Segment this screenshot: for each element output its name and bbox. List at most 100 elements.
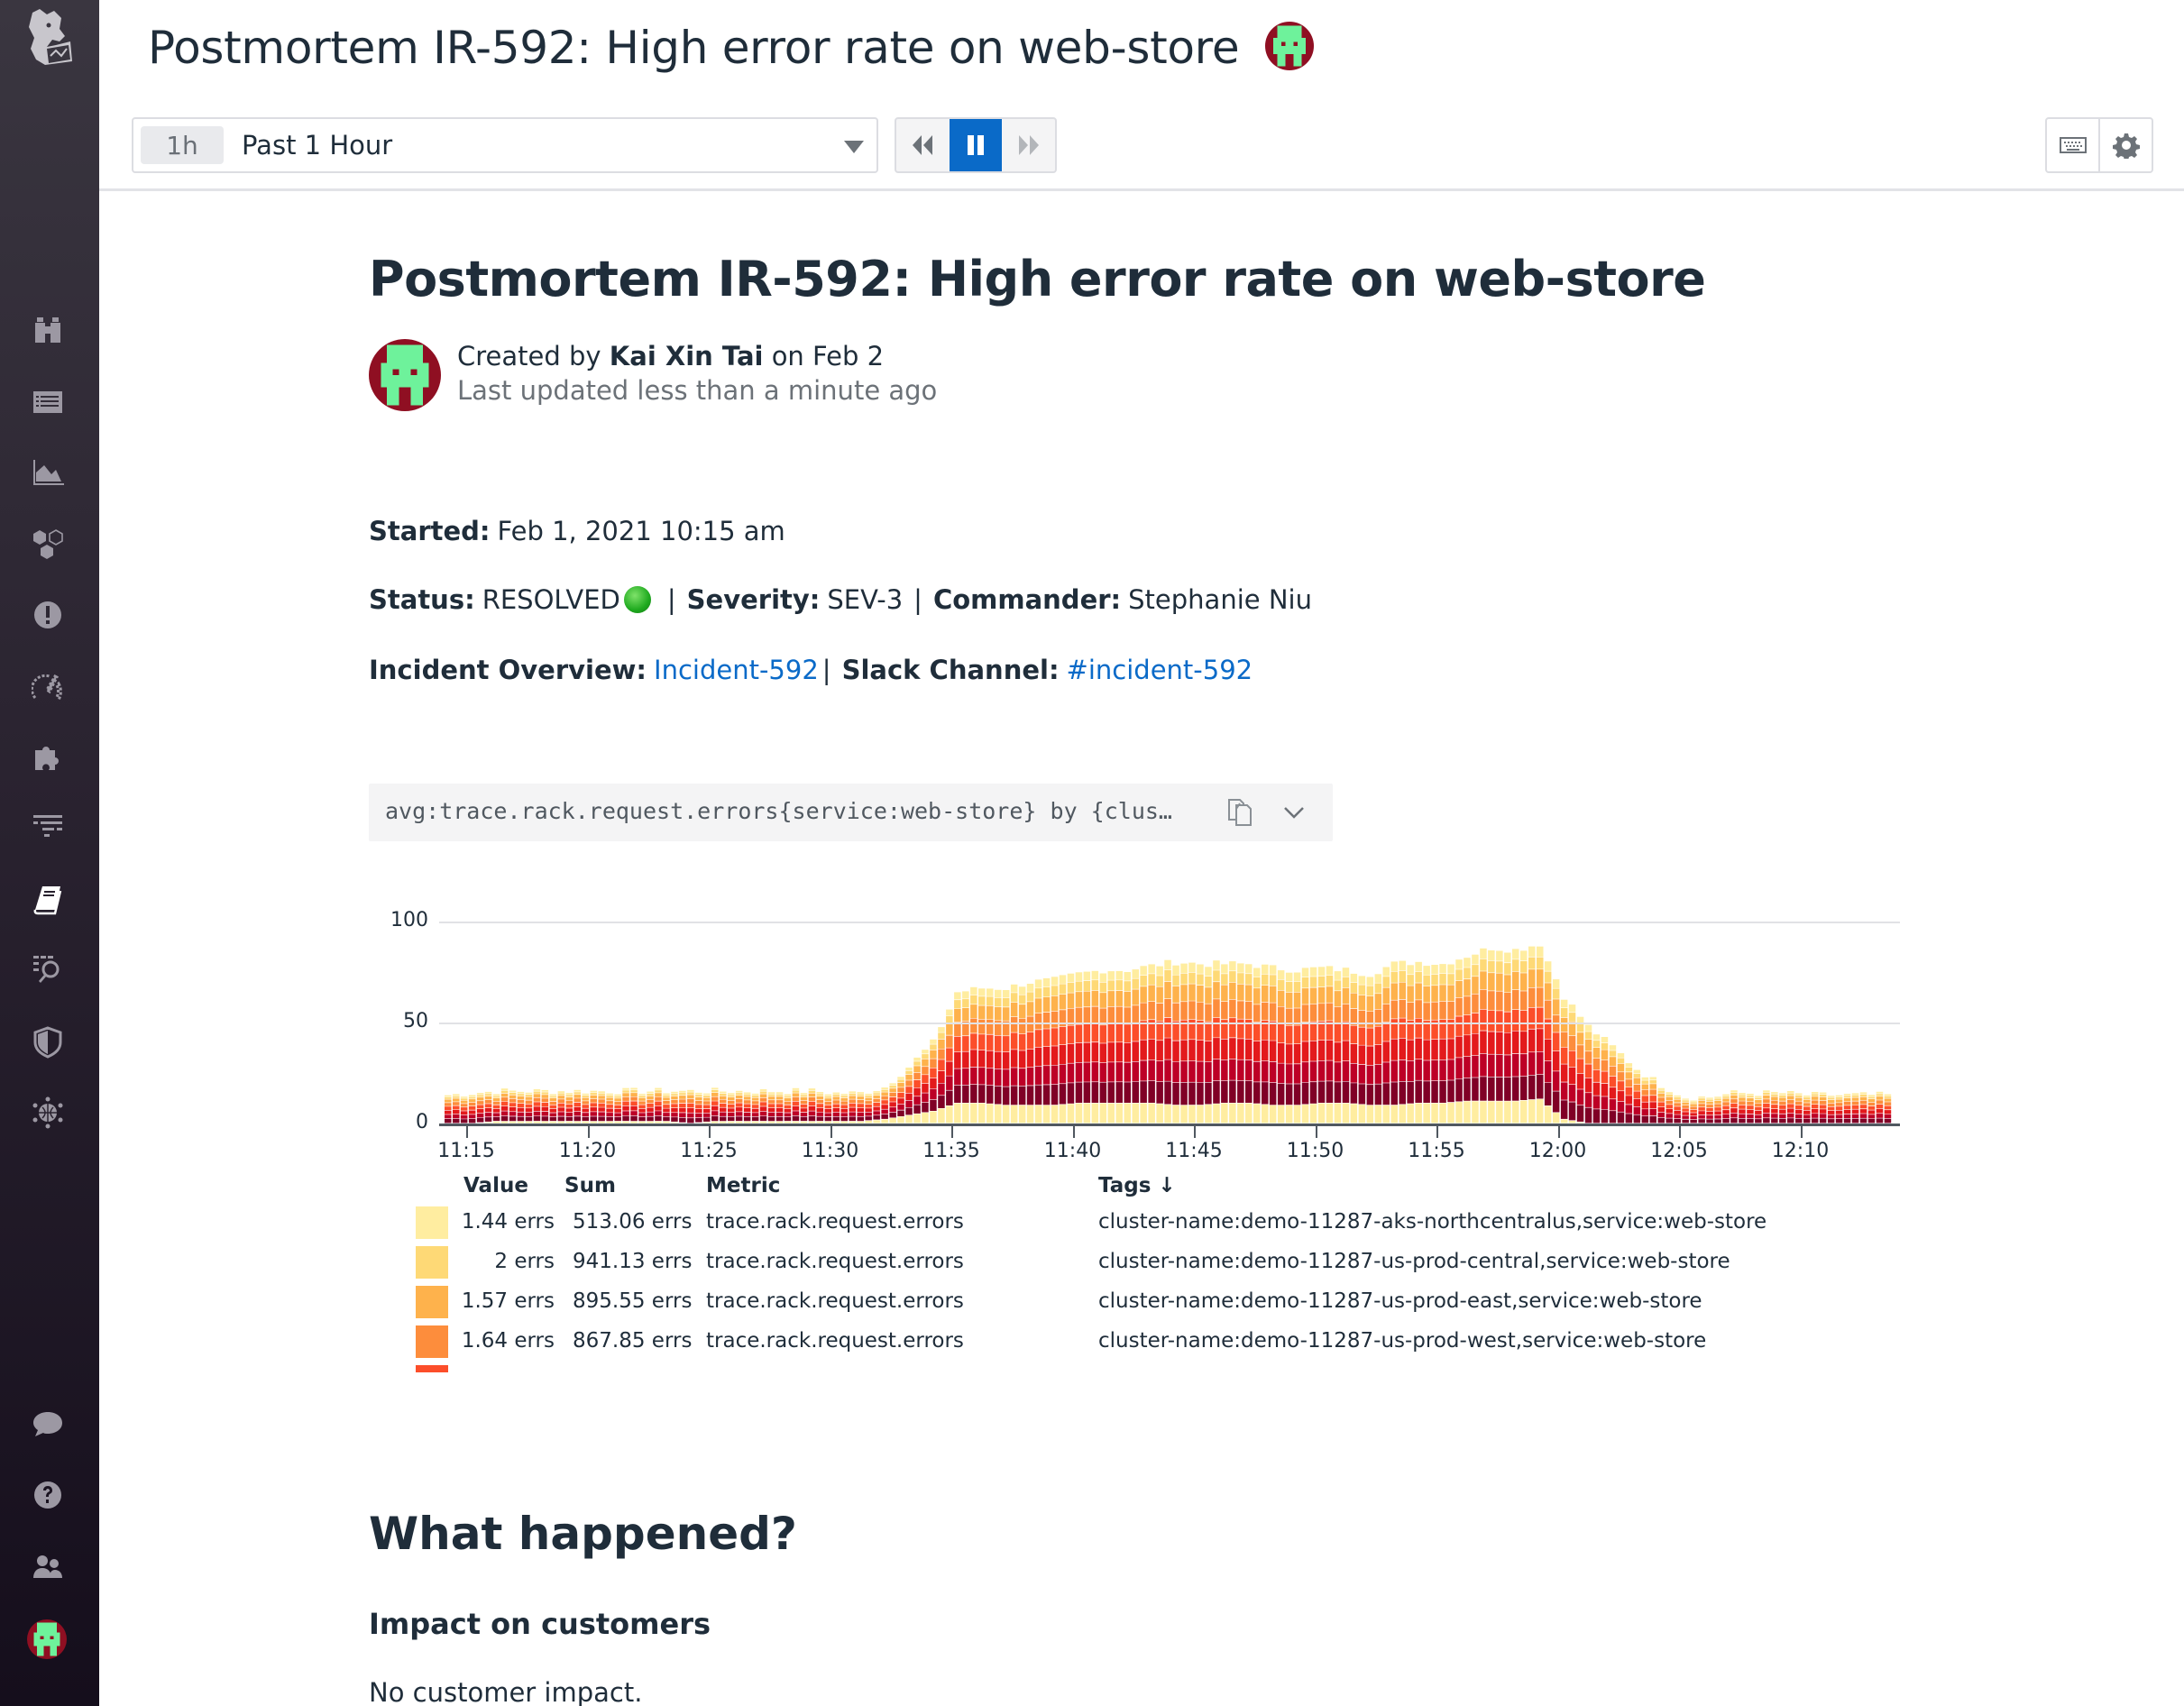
graph-query: avg:trace.rack.request.errors{service:we… — [385, 798, 1172, 824]
bar-segment — [703, 1097, 711, 1101]
bar-segment — [1083, 991, 1091, 1007]
area-chart-icon[interactable] — [30, 454, 66, 491]
bar-segment — [913, 1105, 921, 1114]
legend-row[interactable]: 2 errs 941.13 errs trace.rack.request.er… — [416, 1246, 1858, 1279]
bar-segment — [476, 1101, 484, 1105]
legend-header-sum[interactable]: Sum — [564, 1174, 616, 1197]
bar-segment — [1148, 1020, 1155, 1040]
time-range-picker[interactable]: 1h Past 1 Hour — [132, 117, 878, 173]
bar-segment — [1091, 1023, 1099, 1042]
bar-segment — [1851, 1114, 1859, 1118]
list-icon[interactable] — [30, 384, 66, 420]
slack-channel-link[interactable]: #incident-592 — [1066, 655, 1253, 685]
bar-segment — [1867, 1110, 1876, 1114]
bar-segment — [1245, 1039, 1253, 1060]
bar-segment — [759, 1116, 767, 1122]
log-search-icon[interactable] — [30, 952, 66, 988]
bar-segment — [1649, 1077, 1656, 1080]
bar-segment — [1317, 1021, 1326, 1041]
bar-segment — [1763, 1104, 1770, 1108]
bar-segment — [1504, 975, 1511, 993]
bar-segment — [938, 1049, 945, 1059]
bar-segment — [541, 1089, 549, 1092]
stacked-bar-chart[interactable]: 100 50 0 11:15 11:20 11:25 11:30 11:35 11:40 1… — [369, 894, 1902, 1192]
user-avatar[interactable] — [27, 1619, 67, 1659]
bar-segment — [743, 1116, 751, 1122]
owner-avatar[interactable] — [1265, 22, 1314, 70]
bar-segment — [638, 1096, 646, 1098]
team-icon[interactable] — [30, 1549, 66, 1585]
settings-button[interactable] — [2098, 119, 2152, 171]
keyboard-shortcuts-button[interactable] — [2047, 119, 2098, 171]
bar-segment — [1795, 1109, 1803, 1114]
bar-segment — [800, 1104, 808, 1108]
binoculars-icon[interactable] — [30, 312, 66, 348]
bar-segment — [703, 1117, 711, 1122]
document-title[interactable]: Postmortem IR-592: High error rate on we… — [369, 251, 1706, 307]
notebook-icon[interactable] — [30, 882, 66, 918]
alert-icon[interactable] — [30, 597, 66, 633]
bar-segment — [1018, 1086, 1026, 1105]
legend-row[interactable]: 1.44 errs 513.06 errs trace.rack.request… — [416, 1206, 1858, 1239]
fast-forward-button[interactable] — [1002, 119, 1055, 171]
bar-segment — [1528, 1007, 1536, 1029]
bar-segment — [1213, 982, 1220, 999]
bar-segment — [1269, 1021, 1277, 1041]
bar-segment — [1795, 1093, 1803, 1096]
bar-segment — [720, 1091, 727, 1094]
pause-button[interactable] — [949, 119, 1003, 171]
bar-segment — [1018, 986, 1026, 995]
hexagons-icon[interactable] — [30, 527, 66, 563]
bar-segment — [1763, 1108, 1770, 1113]
bar-segment — [784, 1096, 792, 1098]
bar-segment — [1115, 990, 1123, 1006]
bar-segment — [1568, 1121, 1576, 1124]
bar-segment — [873, 1093, 880, 1096]
legend-header-value[interactable]: Value — [463, 1174, 528, 1197]
bar-segment — [541, 1106, 549, 1112]
bar-segment — [671, 1117, 678, 1122]
datadog-logo-icon[interactable] — [20, 5, 79, 69]
bar-segment — [1819, 1096, 1827, 1101]
bar-segment — [1140, 1021, 1147, 1040]
bar-segment — [484, 1122, 492, 1124]
legend-row[interactable]: 1.64 errs 867.85 errs trace.rack.request… — [416, 1325, 1858, 1358]
bar-segment — [1366, 1105, 1374, 1124]
bar-segment — [1197, 1040, 1204, 1061]
chat-icon[interactable] — [30, 1407, 66, 1443]
bar-segment — [1099, 1025, 1107, 1043]
shield-icon[interactable] — [30, 1024, 66, 1060]
incident-overview-link[interactable]: Incident-592 — [654, 655, 819, 685]
bar-segment — [1350, 1063, 1358, 1083]
bar-segment — [1229, 1080, 1236, 1103]
bar-segment — [1317, 1041, 1326, 1061]
chevron-down-icon[interactable] — [1280, 798, 1308, 827]
bar-segment — [445, 1096, 452, 1099]
bar-segment — [1301, 1062, 1309, 1083]
copy-icon[interactable] — [1224, 796, 1256, 829]
legend-header-tags[interactable]: Tags ↓ — [1098, 1174, 1176, 1197]
network-globe-icon[interactable] — [30, 1095, 66, 1131]
puzzle-icon[interactable] — [30, 739, 66, 775]
links-line: Incident Overview: Incident-592 | Slack … — [369, 655, 1253, 685]
x-tick-label: 11:40 — [1043, 1140, 1102, 1162]
bar-segment — [1714, 1104, 1721, 1107]
legend-header-metric[interactable]: Metric — [706, 1174, 781, 1197]
help-icon[interactable] — [30, 1477, 66, 1513]
bar-segment — [598, 1103, 605, 1107]
bar-segment — [995, 1086, 1002, 1105]
bar-segment — [1666, 1109, 1673, 1114]
bar-segment — [775, 1116, 784, 1122]
bar-segment — [1188, 984, 1196, 1001]
graph-query-bar[interactable]: avg:trace.rack.request.errors{service:we… — [369, 784, 1333, 841]
rewind-button[interactable] — [896, 119, 950, 171]
speedometer-icon[interactable] — [30, 669, 66, 705]
bar-segment — [1496, 1077, 1503, 1101]
bar-segment — [792, 1111, 800, 1116]
bar-segment — [1018, 995, 1026, 1004]
legend-row[interactable]: 1.57 errs 895.55 errs trace.rack.request… — [416, 1286, 1858, 1318]
bar-segment — [1867, 1106, 1876, 1110]
bar-segment — [1010, 1017, 1018, 1032]
bar-segment — [1851, 1105, 1859, 1109]
filter-list-icon[interactable] — [30, 810, 66, 846]
